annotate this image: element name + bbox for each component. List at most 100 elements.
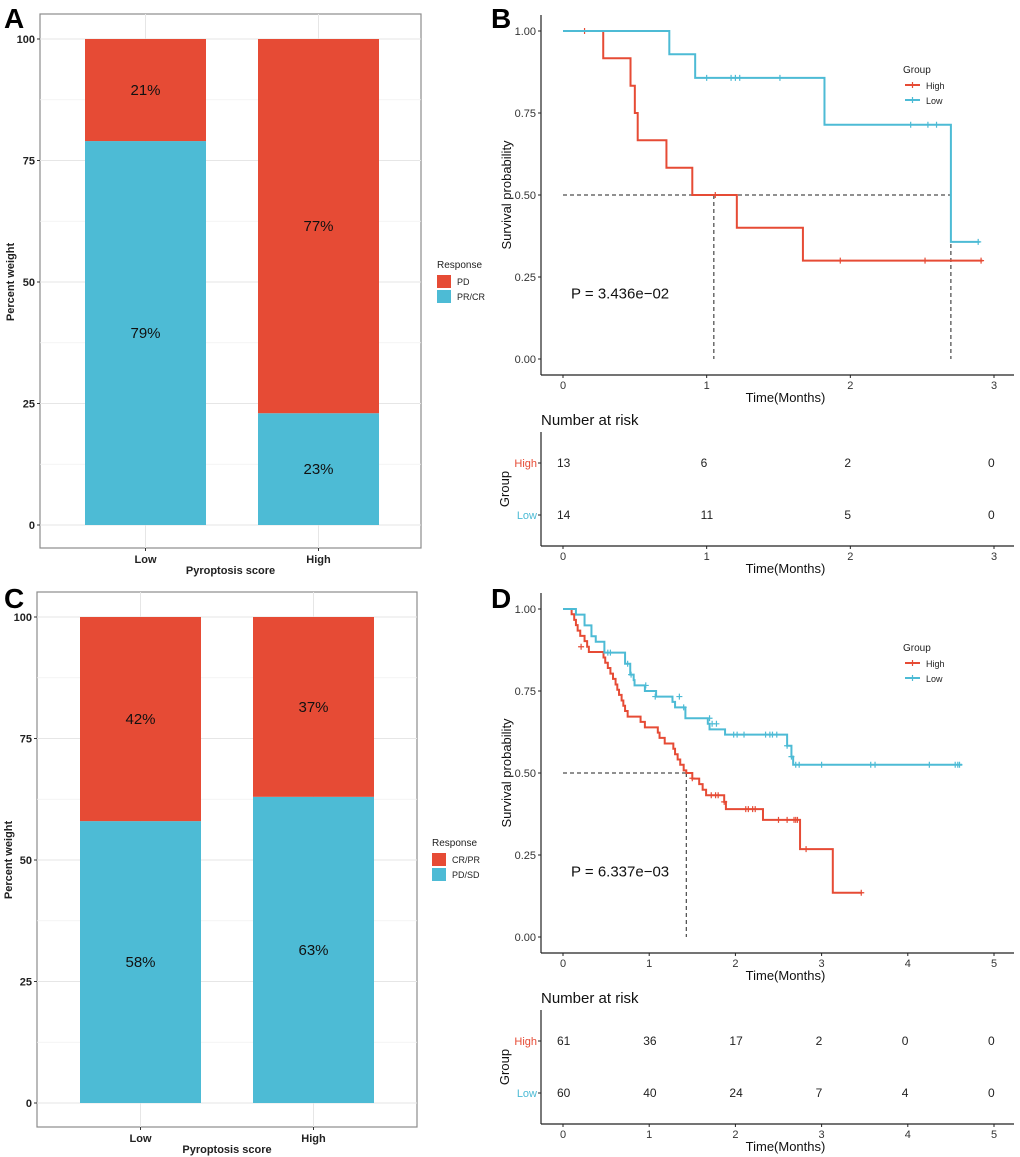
risk-x-tick-label: 0 [560, 1129, 566, 1141]
censor-mark-low [784, 742, 791, 749]
y-axis-title: Percent weight [5, 243, 17, 322]
panel-letter-b: B [491, 3, 511, 34]
legend-label: PD/SD [452, 870, 480, 880]
legend-label: Low [926, 674, 943, 684]
legend-label: Low [926, 96, 943, 106]
risk-x-tick-label: 4 [905, 1129, 911, 1141]
censor-mark-high [784, 816, 791, 823]
risk-y-axis-title: Group [497, 471, 512, 507]
risk-count: 11 [701, 508, 714, 522]
x-axis-title: Time(Months) [746, 390, 826, 405]
risk-x-tick-label: 1 [646, 1129, 652, 1141]
bar-data-label: 63% [298, 942, 328, 959]
y-axis-title: Survival probability [499, 718, 514, 828]
legend: Response PD PR/CR [437, 260, 486, 303]
risk-group-label-high: High [514, 458, 537, 470]
survival-curve-high [563, 608, 863, 894]
censor-mark-high [712, 192, 719, 198]
legend-censor-icon [910, 660, 915, 666]
x-tick-label: 2 [847, 380, 853, 392]
censor-mark-low [706, 715, 713, 722]
legend-label: CR/PR [452, 855, 481, 865]
y-tick-label: 75 [20, 734, 32, 746]
y-tick-label: 100 [14, 612, 32, 624]
censor-mark-low [788, 753, 795, 760]
legend-title: Response [432, 838, 477, 849]
bar-segment-pd-low [85, 39, 206, 142]
risk-count: 0 [988, 1034, 995, 1048]
legend-swatch-cr-pr [432, 853, 446, 866]
risk-count: 24 [729, 1086, 743, 1100]
bar-data-label: 21% [130, 82, 160, 99]
y-tick-label: 1.00 [515, 26, 536, 38]
legend-swatch-pr-cr [437, 290, 451, 303]
risk-count: 4 [902, 1086, 909, 1100]
panel-letter-d: D [491, 583, 511, 614]
legend-title: Response [437, 260, 482, 271]
legend-title: Group [903, 643, 931, 654]
censor-mark-low [956, 761, 963, 768]
legend-swatch-pd-sd [432, 868, 446, 881]
risk-count: 5 [844, 508, 851, 522]
legend-censor-icon [910, 97, 915, 103]
risk-y-axis-title: Group [497, 1049, 512, 1085]
panel-letter-c: C [4, 583, 24, 614]
risk-x-tick-label: 2 [847, 551, 853, 563]
x-tick-label: 1 [704, 380, 710, 392]
y-tick-label: 0 [29, 520, 35, 532]
y-tick-label: 50 [20, 855, 32, 867]
censor-mark-high [689, 775, 696, 782]
y-tick-label: 50 [23, 277, 35, 289]
x-tick-label: 1 [646, 958, 652, 970]
bar-data-label: 58% [125, 954, 155, 971]
bar-segment-pd-sd-high [253, 796, 374, 1103]
risk-count: 13 [557, 456, 571, 470]
censor-mark-low [796, 761, 803, 768]
panel-c-bar-chart: 0 25 50 75 100 Low High 58% 42% 63% 37% Pyroptosis … [3, 591, 481, 1156]
risk-table-title: Number at risk [541, 990, 639, 1007]
risk-group-label-low: Low [517, 1088, 537, 1100]
risk-group-label-high: High [514, 1036, 537, 1048]
x-axis-title: Pyroptosis score [182, 1144, 271, 1156]
censor-mark-low [933, 121, 940, 128]
risk-count: 61 [557, 1034, 571, 1048]
risk-count: 7 [816, 1086, 823, 1100]
x-tick-label: Low [130, 1133, 152, 1145]
legend-swatch-pd [437, 275, 451, 288]
censor-mark-high [721, 798, 728, 805]
risk-count: 0 [988, 1086, 995, 1100]
censor-mark-low [926, 761, 933, 768]
censor-mark-low [628, 671, 635, 678]
censor-mark-low [773, 731, 780, 738]
x-tick-label: High [301, 1133, 326, 1145]
legend: Response CR/PR PD/SD [432, 838, 481, 881]
risk-count: 40 [643, 1086, 657, 1100]
risk-x-tick-label: 3 [819, 1129, 825, 1141]
y-tick-label: 1.00 [515, 604, 536, 616]
censor-mark-high [775, 816, 782, 823]
censor-mark-low [907, 121, 914, 128]
x-tick-label: High [306, 554, 331, 566]
censor-mark-low [924, 121, 931, 128]
bar-segment-pr-cr-low [85, 141, 206, 525]
y-tick-label: 0.75 [515, 108, 536, 120]
censor-mark-high [794, 816, 801, 823]
legend-title: Group [903, 65, 931, 76]
survival-curve-low [563, 608, 963, 766]
legend-label: PR/CR [457, 292, 486, 302]
censor-mark-low [818, 761, 825, 768]
bar-segment-pr-cr-high [258, 413, 379, 525]
panel-a-bar-chart: 0 25 50 75 100 Low High 79% 21% 23% 77% Pyroptosis … [5, 13, 486, 577]
risk-x-tick-label: 0 [560, 551, 566, 563]
bar-segment-pd-sd-low [80, 821, 201, 1103]
x-tick-label: 3 [991, 380, 997, 392]
risk-count: 0 [988, 456, 995, 470]
bar-data-label: 42% [125, 711, 155, 728]
censor-mark-high [752, 806, 759, 813]
risk-count: 6 [701, 456, 708, 470]
censor-mark-low [642, 682, 649, 689]
risk-x-tick-label: 3 [991, 551, 997, 563]
censor-mark-high [858, 889, 865, 896]
censor-mark-low [624, 660, 631, 667]
